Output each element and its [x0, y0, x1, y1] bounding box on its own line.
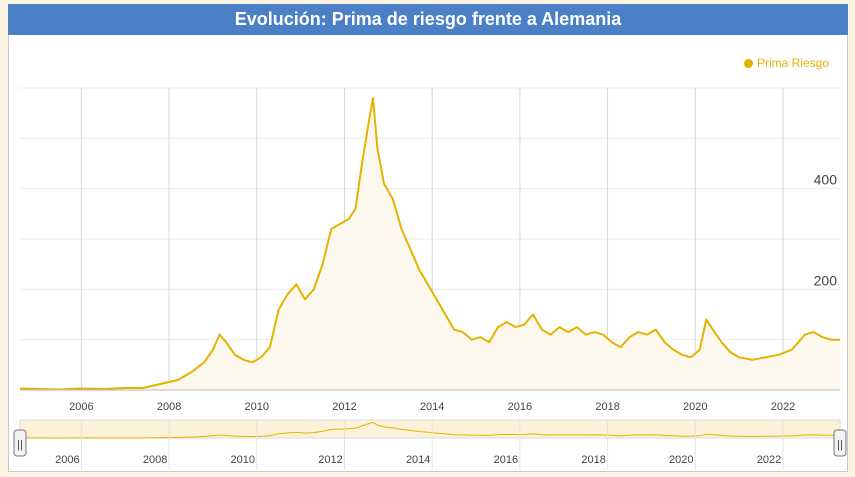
- series-line-prima-riesgo: [19, 97, 840, 391]
- navigator-tick-label: 2014: [406, 454, 430, 466]
- navigator-series-line: [20, 421, 840, 439]
- y-tick-label: 200: [814, 272, 838, 288]
- x-tick-label: 2006: [69, 401, 93, 413]
- x-tick-label: 2020: [683, 401, 707, 413]
- x-tick-label: 2022: [771, 401, 795, 413]
- navigator-handle-left[interactable]: [13, 429, 27, 457]
- navigator-handle-right[interactable]: [833, 429, 847, 457]
- series-area: [20, 98, 840, 390]
- x-tick-label: 2018: [595, 401, 619, 413]
- y-tick-label: 400: [814, 172, 838, 188]
- legend-dot-icon: [743, 58, 753, 68]
- navigator-handle-left-grip-icon: ||: [17, 439, 23, 451]
- x-tick-label: 2016: [508, 401, 532, 413]
- navigator-track[interactable]: [19, 419, 841, 439]
- x-tick-label: 2010: [245, 401, 269, 413]
- legend-item[interactable]: Prima Riesgo: [743, 56, 829, 70]
- x-tick-label: 2012: [332, 401, 356, 413]
- navigator-tick-label: 2012: [318, 454, 342, 466]
- x-tick-label: 2014: [420, 401, 444, 413]
- legend-label: Prima Riesgo: [756, 56, 829, 70]
- navigator-tick-label: 2006: [55, 454, 79, 466]
- x-tick-label: 2008: [157, 401, 181, 413]
- chart-frame: [8, 4, 848, 472]
- navigator-handle-right-grip-icon: ||: [837, 439, 843, 451]
- navigator-tick-label: 2010: [231, 454, 255, 466]
- navigator-tick-label: 2022: [757, 454, 781, 466]
- navigator-tick-label: 2018: [581, 454, 605, 466]
- navigator-tick-label: 2016: [494, 454, 518, 466]
- chart-title: Evolución: Prima de riesgo frente a Alem…: [8, 4, 848, 35]
- navigator-tick-label: 2008: [143, 454, 167, 466]
- navigator-tick-label: 2020: [669, 454, 693, 466]
